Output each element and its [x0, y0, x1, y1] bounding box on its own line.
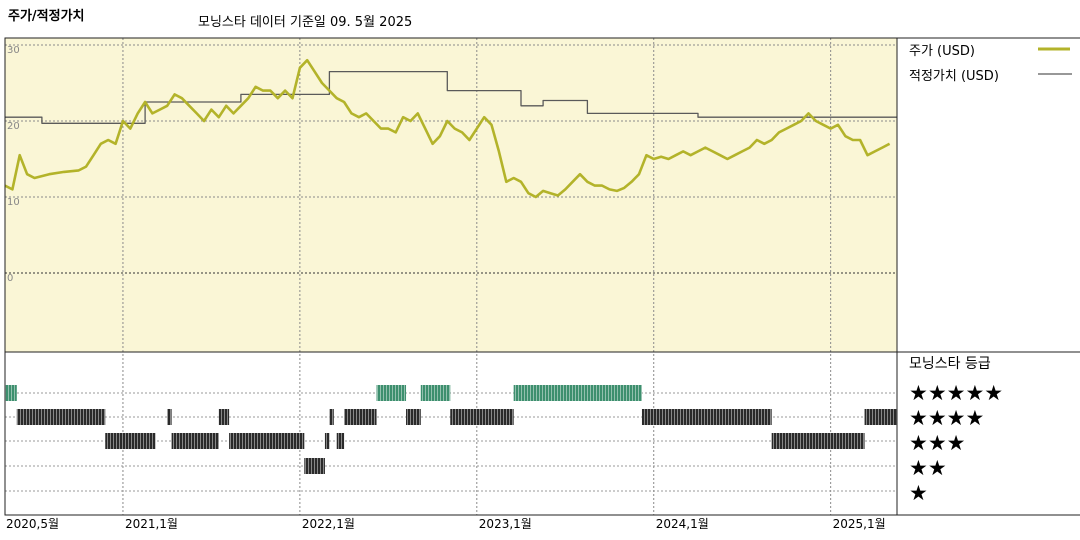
x-tick-label: 2022,1월	[302, 517, 355, 531]
rating-bar-4-star	[864, 409, 897, 425]
rating-bar-5-star	[513, 385, 642, 401]
rating-bar-4-star	[167, 409, 172, 425]
rating-1-star: ★	[909, 481, 928, 505]
price-plot-area	[5, 38, 897, 352]
fair-value-line	[5, 70, 897, 124]
rating-3-stars: ★★★	[909, 431, 965, 455]
plot-border	[4, 37, 898, 516]
rating-4-stars: ★★★★	[909, 406, 984, 430]
rating-bar-3-star	[105, 433, 156, 449]
chart-subtitle: 모닝스타 데이터 기준일 09. 5월 2025	[198, 15, 412, 30]
legend-label-price: 주가 (USD)	[909, 44, 975, 59]
rating-bar-3-star	[324, 433, 330, 449]
rating-bar-3-star	[229, 433, 305, 449]
rating-bar-2-star	[304, 458, 325, 474]
rating-bar-4-star	[641, 409, 772, 425]
y-tick-label: 30	[7, 45, 20, 56]
y-tick-label: 20	[7, 121, 20, 132]
x-tick-label: 2023,1월	[479, 517, 532, 531]
rating-bar-5-star	[376, 385, 407, 401]
y-tick-label: 0	[7, 273, 13, 284]
series-lines	[4, 58, 897, 199]
legend-label-fair-value: 적정가치 (USD)	[909, 69, 999, 84]
x-tick-label: 2021,1월	[125, 517, 178, 531]
y-axis-ticks: 30 20 10 0	[7, 45, 20, 284]
rating-bar-4-star	[16, 409, 106, 425]
rating-bar-4-star	[218, 409, 230, 425]
x-tick-label: 2024,1월	[656, 517, 709, 531]
y-tick-label: 10	[7, 197, 20, 208]
rating-bar-3-star	[336, 433, 345, 449]
rating-bar-4-star	[450, 409, 514, 425]
rating-bar-3-star	[171, 433, 219, 449]
rating-5-stars: ★★★★★	[909, 381, 1003, 405]
rating-bar-4-star	[344, 409, 377, 425]
rating-2-stars: ★★	[909, 456, 947, 480]
price-line	[4, 58, 891, 199]
x-tick-label: 2020,5월	[6, 517, 59, 531]
rating-bars	[5, 385, 897, 474]
x-tick-label: 2025,1월	[833, 517, 886, 531]
rating-bar-5-star	[5, 385, 17, 401]
rating-bar-4-star	[329, 409, 334, 425]
rating-legend-title: 모닝스타 등급	[909, 356, 991, 372]
chart-title: 주가/적정가치	[8, 8, 85, 24]
rating-bar-3-star	[771, 433, 865, 449]
x-axis-ticks: 2020,5월 2021,1월 2022,1월 2023,1월 2024,1월 2025,…	[6, 517, 886, 531]
legend: 주가 (USD) 적정가치 (USD)	[909, 44, 1072, 84]
chart-frame	[4, 37, 1080, 516]
rating-bar-4-star	[406, 409, 421, 425]
rating-bar-5-star	[420, 385, 451, 401]
